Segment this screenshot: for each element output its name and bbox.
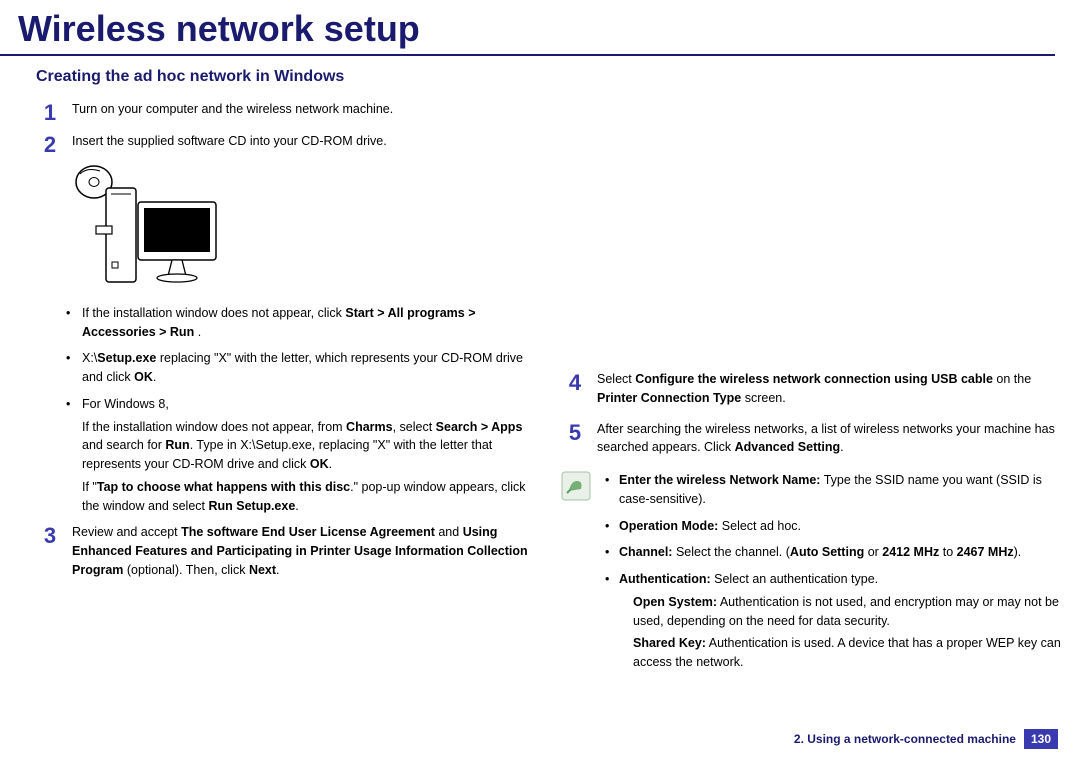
text: Select an authentication type.	[711, 572, 878, 586]
tip-open-system: Open System: Authentication is not used,…	[633, 593, 1062, 631]
step-1: 1 Turn on your computer and the wireless…	[36, 100, 537, 124]
text: .	[198, 325, 201, 339]
tip-shared-key: Shared Key: Authentication is used. A de…	[633, 634, 1062, 672]
text: .	[276, 563, 279, 577]
sub-item-a: If the installation window does not appe…	[78, 304, 537, 342]
content-columns: 1 Turn on your computer and the wireless…	[0, 92, 1080, 680]
option-label: Configure the wireless network connectio…	[635, 372, 993, 386]
filename: Setup.exe	[97, 351, 156, 365]
popup-text: Tap to choose what happens with this dis…	[97, 480, 350, 494]
step-number: 1	[36, 100, 64, 124]
label: Shared Key:	[633, 636, 706, 650]
label: Enter the wireless Network Name:	[619, 473, 820, 487]
section-subtitle: Creating the ad hoc network in Windows	[0, 56, 1080, 92]
step-2: 2 Insert the supplied software CD into y…	[36, 132, 537, 156]
text: Review and accept	[72, 525, 181, 539]
label: Channel:	[619, 545, 672, 559]
label: Operation Mode:	[619, 519, 718, 533]
text: Select ad hoc.	[718, 519, 801, 533]
text: .	[329, 457, 332, 471]
text: on the	[993, 372, 1031, 386]
chapter-label: 2. Using a network-connected machine	[794, 732, 1016, 746]
tip-icon	[561, 471, 591, 507]
sub-item-b: X:\Setup.exe replacing "X" with the lett…	[78, 349, 537, 387]
tip-channel: Channel: Select the channel. (Auto Setti…	[605, 543, 1062, 562]
sub-item-c: For Windows 8, If the installation windo…	[78, 395, 537, 516]
step-4-text: Select Configure the wireless network co…	[597, 370, 1062, 408]
text: and search for	[82, 438, 165, 452]
text: For Windows 8,	[82, 395, 537, 414]
charms-label: Charms	[346, 420, 393, 434]
right-column: 4 Select Configure the wireless network …	[561, 92, 1062, 680]
run-setup-label: Run Setup.exe	[208, 499, 295, 513]
step-number: 2	[36, 132, 64, 156]
text: .	[153, 370, 156, 384]
text: X:\	[82, 351, 97, 365]
tip-block: Enter the wireless Network Name: Type th…	[561, 471, 1062, 680]
text: ).	[1014, 545, 1022, 559]
left-column: 1 Turn on your computer and the wireless…	[36, 92, 537, 680]
page-number-badge: 130	[1024, 729, 1058, 749]
eula-label: The software End User License Agreement	[181, 525, 435, 539]
step-3-text: Review and accept The software End User …	[72, 523, 537, 579]
step-5: 5 After searching the wireless networks,…	[561, 420, 1062, 462]
cd-insert-diagram	[72, 162, 537, 298]
step-number: 5	[561, 420, 589, 444]
ok-label: OK	[310, 457, 329, 471]
freq-high: 2467 MHz	[957, 545, 1014, 559]
auto-setting-label: Auto Setting	[790, 545, 864, 559]
label: Open System:	[633, 595, 717, 609]
text: .	[840, 440, 843, 454]
text: .	[295, 499, 298, 513]
page-footer: 2. Using a network-connected machine 130	[794, 729, 1058, 749]
step-2-text: Insert the supplied software CD into you…	[72, 132, 537, 151]
step-1-text: Turn on your computer and the wireless n…	[72, 100, 537, 119]
text: and	[435, 525, 463, 539]
run-label: Run	[165, 438, 189, 452]
text: Select the channel. (	[672, 545, 789, 559]
text: If "	[82, 480, 97, 494]
screen-label: Printer Connection Type	[597, 391, 741, 405]
text: Select	[597, 372, 635, 386]
tip-op-mode: Operation Mode: Select ad hoc.	[605, 517, 1062, 536]
text: If the installation window does not appe…	[82, 306, 345, 320]
step-3: 3 Review and accept The software End Use…	[36, 523, 537, 583]
page-title: Wireless network setup	[0, 0, 1055, 56]
text: or	[864, 545, 882, 559]
step-2-sublist: If the installation window does not appe…	[36, 304, 537, 516]
text: , select	[393, 420, 436, 434]
step-4: 4 Select Configure the wireless network …	[561, 370, 1062, 412]
text: If the installation window does not appe…	[82, 420, 346, 434]
ok-label: OK	[134, 370, 153, 384]
label: Authentication:	[619, 572, 711, 586]
tip-content: Enter the wireless Network Name: Type th…	[601, 471, 1062, 680]
search-apps-label: Search > Apps	[436, 420, 523, 434]
freq-low: 2412 MHz	[882, 545, 939, 559]
next-label: Next	[249, 563, 276, 577]
tip-auth: Authentication: Select an authentication…	[605, 570, 1062, 672]
step-number: 4	[561, 370, 589, 394]
tip-network-name: Enter the wireless Network Name: Type th…	[605, 471, 1062, 509]
step-number: 3	[36, 523, 64, 547]
text: to	[939, 545, 956, 559]
text: (optional). Then, click	[123, 563, 249, 577]
text: screen.	[741, 391, 785, 405]
advanced-setting-label: Advanced Setting	[735, 440, 841, 454]
step-5-text: After searching the wireless networks, a…	[597, 420, 1062, 458]
